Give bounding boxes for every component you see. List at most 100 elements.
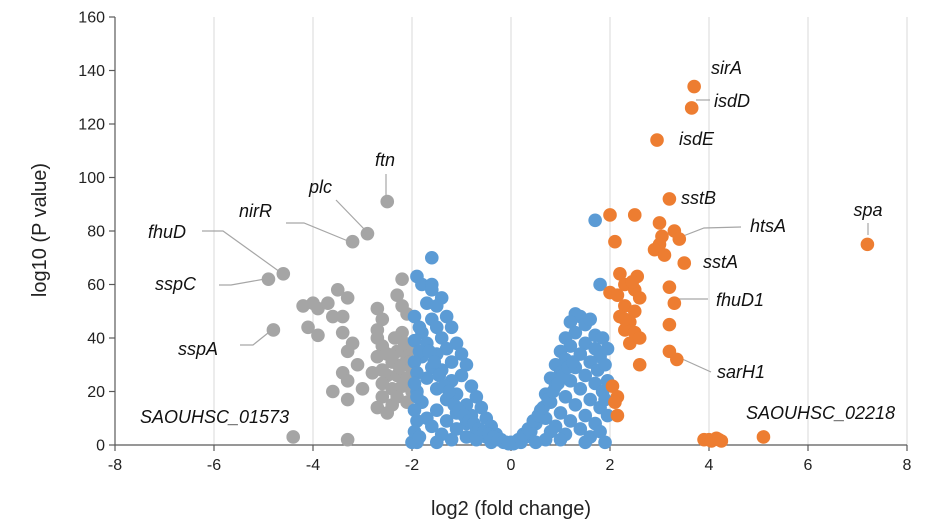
point-neutral bbox=[429, 403, 444, 418]
x-tick-label: -6 bbox=[207, 457, 221, 474]
point-neutral bbox=[600, 341, 615, 356]
point-down bbox=[335, 309, 350, 324]
gene-label: fhuD bbox=[148, 222, 186, 242]
point-down bbox=[326, 384, 340, 399]
data-points bbox=[261, 79, 875, 451]
point-down bbox=[266, 323, 281, 337]
y-tick-label: 100 bbox=[78, 170, 105, 187]
axes: 0 20 40 60 80 100 120 140 160 -8 -6 -4 -2 0 2 4 6 8 bbox=[78, 10, 911, 475]
point-down bbox=[395, 272, 409, 286]
point-neutral bbox=[407, 403, 422, 418]
point-down bbox=[330, 283, 345, 297]
point-down bbox=[326, 309, 340, 324]
point-up bbox=[662, 280, 677, 294]
point-neutral bbox=[568, 398, 583, 412]
point-down bbox=[355, 382, 370, 396]
point-neutral bbox=[578, 368, 593, 383]
point-neutral bbox=[427, 355, 442, 369]
point-neutral bbox=[429, 435, 444, 450]
point-neutral bbox=[407, 376, 422, 391]
point-neutral bbox=[474, 400, 489, 415]
point-neutral bbox=[444, 432, 459, 447]
point-neutral bbox=[425, 419, 439, 434]
y-tick-label: 20 bbox=[87, 384, 105, 401]
gene-label: sarH1 bbox=[717, 362, 765, 382]
gene-label: sirA bbox=[711, 58, 742, 78]
point-neutral bbox=[553, 432, 568, 447]
point-up bbox=[608, 234, 622, 249]
point-neutral bbox=[410, 390, 424, 404]
y-tick-label: 0 bbox=[96, 438, 105, 455]
leader-line bbox=[677, 226, 742, 239]
point-up bbox=[603, 208, 617, 222]
point-neutral bbox=[563, 414, 578, 428]
point-neutral bbox=[573, 422, 588, 436]
point-up bbox=[627, 208, 642, 222]
annotation-leaders bbox=[202, 99, 869, 373]
y-tick-label: 40 bbox=[87, 331, 105, 348]
point-neutral bbox=[553, 406, 568, 420]
point-neutral bbox=[410, 365, 424, 380]
point-up bbox=[657, 248, 672, 262]
point-down bbox=[301, 320, 315, 335]
point-neutral bbox=[442, 384, 456, 399]
point-neutral bbox=[439, 414, 454, 428]
point-down bbox=[340, 392, 355, 407]
gene-label: spa bbox=[853, 200, 882, 220]
x-axis-title: log2 (fold change) bbox=[431, 498, 591, 520]
point-up bbox=[608, 395, 622, 410]
point-neutral bbox=[598, 435, 612, 450]
point-neutral bbox=[459, 357, 474, 372]
y-tick-label: 160 bbox=[78, 10, 105, 27]
point-up bbox=[632, 291, 647, 305]
point-neutral bbox=[598, 357, 612, 372]
point-neutral bbox=[444, 355, 459, 369]
y-tick-label: 140 bbox=[78, 63, 105, 80]
point-up bbox=[714, 434, 729, 448]
point-neutral bbox=[434, 331, 449, 345]
point-neutral bbox=[439, 309, 454, 324]
point-down bbox=[321, 296, 335, 311]
y-tick-label: 60 bbox=[87, 277, 105, 294]
point-down bbox=[340, 432, 355, 447]
point-neutral bbox=[528, 435, 543, 450]
point-up bbox=[650, 133, 664, 147]
gene-label: isdE bbox=[679, 129, 715, 149]
point-down bbox=[370, 349, 385, 364]
point-down bbox=[360, 226, 375, 241]
x-tick-label: -8 bbox=[108, 457, 122, 474]
gene-label: nirR bbox=[239, 201, 272, 221]
point-up bbox=[610, 408, 625, 423]
point-up bbox=[662, 192, 677, 206]
point-neutral bbox=[412, 320, 427, 335]
leader-line bbox=[202, 230, 281, 273]
point-down bbox=[296, 299, 310, 313]
point-neutral bbox=[578, 408, 593, 423]
point-up bbox=[860, 237, 875, 252]
gene-label: sstB bbox=[681, 188, 716, 208]
point-down bbox=[340, 344, 355, 359]
point-neutral bbox=[425, 283, 439, 297]
point-neutral bbox=[410, 414, 424, 428]
point-down bbox=[375, 312, 390, 327]
point-up bbox=[627, 304, 642, 319]
point-neutral bbox=[595, 331, 610, 345]
point-up bbox=[613, 267, 627, 281]
point-neutral bbox=[449, 422, 464, 436]
point-neutral bbox=[573, 382, 588, 396]
grid-lines bbox=[114, 17, 908, 445]
point-neutral bbox=[593, 277, 607, 292]
point-up bbox=[662, 317, 677, 332]
point-up bbox=[667, 296, 682, 311]
point-neutral bbox=[501, 436, 516, 451]
point-down bbox=[261, 272, 276, 286]
gene-label: htsA bbox=[750, 216, 786, 236]
gene-label: isdD bbox=[714, 91, 750, 111]
point-down bbox=[276, 267, 291, 281]
leader-line bbox=[286, 222, 349, 242]
x-tick-label: -2 bbox=[405, 457, 419, 474]
y-axis-title: log10 (P value) bbox=[29, 163, 51, 297]
point-neutral bbox=[407, 355, 422, 369]
point-neutral bbox=[407, 309, 422, 324]
gene-label: sspA bbox=[178, 339, 218, 359]
